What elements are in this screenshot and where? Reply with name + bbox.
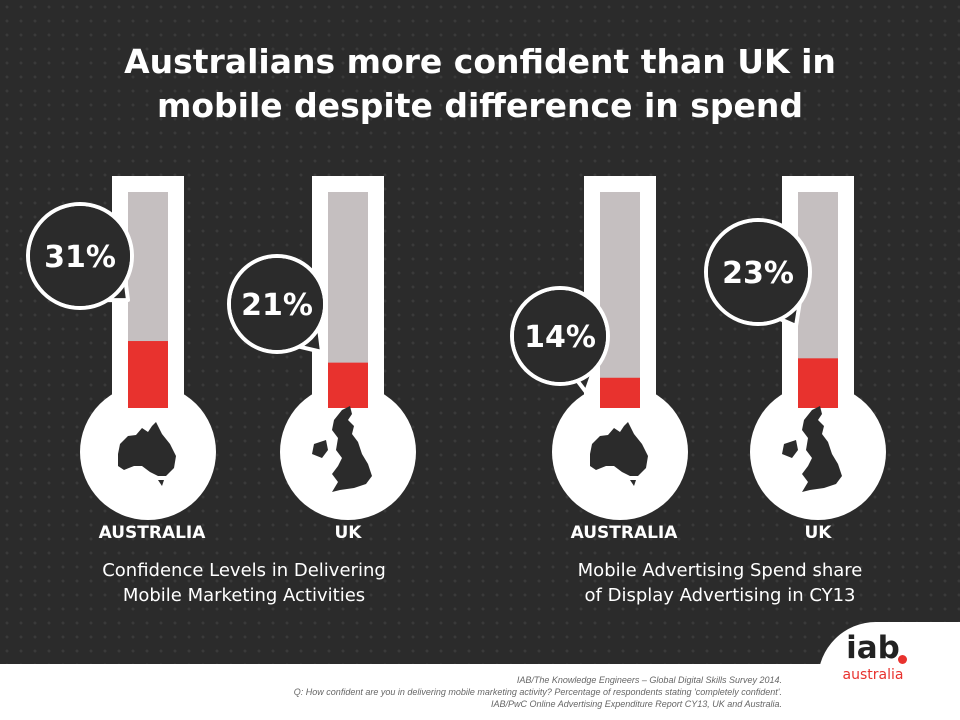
source-note-3: IAB/PwC Online Advertising Expenditure R… (491, 699, 782, 709)
value-label-aus-spend: 14% (524, 320, 596, 355)
chart-1-subtitle-line-1: Confidence Levels in Delivering (102, 560, 386, 581)
value-bubble-uk-spend: 23% (704, 218, 812, 328)
thermometer-aus-confidence (80, 176, 216, 520)
iab-logo: iab (846, 630, 900, 666)
uk-map-icon (312, 406, 372, 492)
bar-aus-spend (600, 377, 640, 408)
source-note-2: Q: How confident are you in delivering m… (293, 687, 782, 697)
thermometer-uk-confidence (280, 176, 416, 520)
value-bubble-uk-confidence: 21% (227, 254, 327, 354)
title-line-2: mobile despite difference in spend (156, 86, 804, 125)
iab-logo-sub: australia (842, 667, 904, 683)
source-note-1: IAB/The Knowledge Engineers – Global Dig… (516, 675, 782, 685)
value-label-aus-confidence: 31% (44, 240, 116, 275)
value-bubble-aus-spend: 14% (510, 286, 610, 394)
bar-aus-confidence (128, 341, 168, 408)
category-label-uk-spend: UK (805, 523, 833, 543)
bubble-fill (708, 222, 808, 322)
chart-1-subtitle: Confidence Levels in Delivering Mobile M… (84, 558, 404, 608)
category-label-uk-confidence: UK (335, 523, 363, 543)
uk-map-icon (782, 406, 842, 492)
category-label-aus-spend: AUSTRALIA (571, 523, 679, 543)
thermometer-aus-spend (552, 176, 688, 520)
logo-backdrop (818, 622, 960, 720)
footer-bar (0, 664, 960, 720)
logo-dot (898, 655, 907, 664)
value-bubble-aus-confidence: 31% (26, 202, 134, 310)
chart-1-subtitle-line-2: Mobile Marketing Activities (122, 585, 366, 606)
bubble-fill (30, 206, 130, 306)
thermometer-uk-spend (750, 176, 886, 520)
value-label-uk-confidence: 21% (241, 288, 313, 323)
thermometer-tube (600, 192, 640, 408)
bar-uk-spend (798, 358, 838, 408)
bubble-fill (231, 258, 323, 350)
bubble-fill (514, 290, 606, 382)
australia-map-icon (590, 422, 648, 486)
title-line-1: Australians more confident than UK in (124, 42, 836, 81)
bar-uk-confidence (328, 362, 368, 408)
chart-2-subtitle-line-2: of Display Advertising in CY13 (584, 585, 856, 606)
page-title: Australians more confident than UK in mo… (60, 40, 900, 128)
chart-2-subtitle: Mobile Advertising Spend share of Displa… (560, 558, 880, 608)
category-label-aus-confidence: AUSTRALIA (99, 523, 207, 543)
value-label-uk-spend: 23% (722, 256, 794, 291)
chart-2-subtitle-line-1: Mobile Advertising Spend share (577, 560, 863, 581)
australia-map-icon (118, 422, 176, 486)
source-notes: IAB/The Knowledge Engineers – Global Dig… (182, 674, 782, 710)
